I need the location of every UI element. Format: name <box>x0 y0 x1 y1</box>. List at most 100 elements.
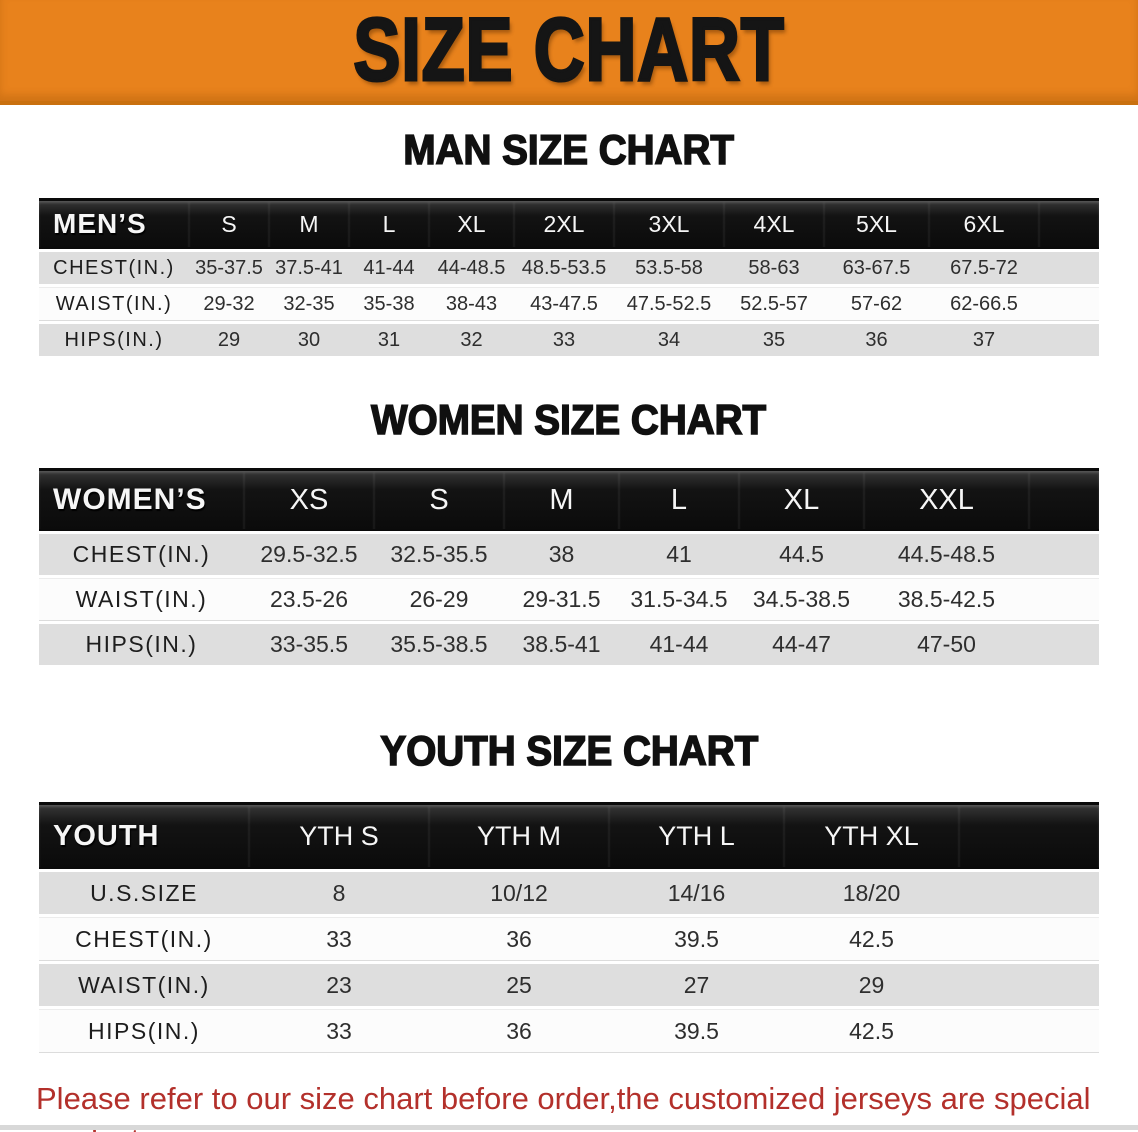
measure-row-label: U.S.SIZE <box>39 872 249 914</box>
page-title: SIZE CHART <box>352 0 785 101</box>
size-col-header: 5XL <box>824 198 929 249</box>
size-value-cell: 34 <box>614 324 724 356</box>
size-value-cell: 58-63 <box>724 252 824 284</box>
size-value-cell: 36 <box>824 324 929 356</box>
size-value-cell: 32.5-35.5 <box>374 534 504 575</box>
size-col-header: XXL <box>864 468 1029 531</box>
size-value-cell: 8 <box>249 872 429 914</box>
size-value-cell: 67.5-72 <box>929 252 1039 284</box>
size-col-header-filler <box>1039 198 1099 249</box>
size-value-cell: 53.5-58 <box>614 252 724 284</box>
size-value-cell: 52.5-57 <box>724 287 824 321</box>
size-value-cell: 33 <box>249 917 429 961</box>
size-value-cell: 37.5-41 <box>269 252 349 284</box>
size-value-cell: 48.5-53.5 <box>514 252 614 284</box>
size-value-cell: 33-35.5 <box>244 624 374 665</box>
size-value-cell: 35 <box>724 324 824 356</box>
size-value-cell: 35-37.5 <box>189 252 269 284</box>
womens-size-table: WOMEN’S XS S M L XL XXL CHEST(IN.) 29.5-… <box>39 465 1099 668</box>
size-value-cell: 29 <box>784 964 959 1006</box>
measure-row-label: HIPS(IN.) <box>39 624 244 665</box>
size-value-cell: 36 <box>429 1009 609 1053</box>
size-value-cell: 33 <box>514 324 614 356</box>
size-col-header: M <box>504 468 619 531</box>
womens-header-row: WOMEN’S XS S M L XL XXL <box>39 468 1099 531</box>
size-value-cell: 38.5-41 <box>504 624 619 665</box>
mens-table-title: MEN’S <box>39 198 189 249</box>
size-col-header: XL <box>429 198 514 249</box>
table-row: U.S.SIZE 8 10/12 14/16 18/20 <box>39 872 1099 914</box>
size-value-cell: 18/20 <box>784 872 959 914</box>
bottom-divider <box>0 1125 1138 1130</box>
table-row: HIPS(IN.) 29 30 31 32 33 34 35 36 37 <box>39 324 1099 356</box>
men-section-heading: MAN SIZE CHART <box>403 126 735 174</box>
size-col-header-filler <box>1029 468 1099 531</box>
size-value-cell: 30 <box>269 324 349 356</box>
size-col-header: XS <box>244 468 374 531</box>
table-row: WAIST(IN.) 23.5-26 26-29 29-31.5 31.5-34… <box>39 578 1099 621</box>
size-value-cell: 38.5-42.5 <box>864 578 1029 621</box>
size-col-header: XL <box>739 468 864 531</box>
size-col-header: YTH M <box>429 802 609 869</box>
size-value-cell: 44.5 <box>739 534 864 575</box>
measure-row-label: HIPS(IN.) <box>39 324 189 356</box>
size-value-cell: 41 <box>619 534 739 575</box>
size-value-cell: 27 <box>609 964 784 1006</box>
table-row: WAIST(IN.) 23 25 27 29 <box>39 964 1099 1006</box>
measure-row-label: WAIST(IN.) <box>39 287 189 321</box>
size-value-cell: 35.5-38.5 <box>374 624 504 665</box>
size-col-header-filler <box>959 802 1099 869</box>
youth-table-title: YOUTH <box>39 802 249 869</box>
disclaimer-text: Please refer to our size chart before or… <box>0 1078 1138 1132</box>
size-col-header: 2XL <box>514 198 614 249</box>
size-col-header: YTH L <box>609 802 784 869</box>
size-value-cell: 35-38 <box>349 287 429 321</box>
size-col-header: 3XL <box>614 198 724 249</box>
size-value-cell: 14/16 <box>609 872 784 914</box>
size-value-cell: 62-66.5 <box>929 287 1039 321</box>
measure-row-label: HIPS(IN.) <box>39 1009 249 1053</box>
size-value-cell: 39.5 <box>609 1009 784 1053</box>
mens-header-row: MEN’S S M L XL 2XL 3XL 4XL 5XL 6XL <box>39 198 1099 249</box>
size-value-cell: 29.5-32.5 <box>244 534 374 575</box>
youth-header-row: YOUTH YTH S YTH M YTH L YTH XL <box>39 802 1099 869</box>
size-value-cell: 32-35 <box>269 287 349 321</box>
size-value-cell: 33 <box>249 1009 429 1053</box>
size-value-cell: 23 <box>249 964 429 1006</box>
size-value-cell: 42.5 <box>784 1009 959 1053</box>
size-value-cell: 43-47.5 <box>514 287 614 321</box>
size-col-header: S <box>189 198 269 249</box>
size-value-cell: 36 <box>429 917 609 961</box>
size-value-cell: 63-67.5 <box>824 252 929 284</box>
size-value-cell: 44.5-48.5 <box>864 534 1029 575</box>
size-col-header: YTH XL <box>784 802 959 869</box>
mens-size-table: MEN’S S M L XL 2XL 3XL 4XL 5XL 6XL CHEST… <box>39 195 1099 359</box>
size-col-header: YTH S <box>249 802 429 869</box>
size-value-cell: 47.5-52.5 <box>614 287 724 321</box>
size-value-cell: 29 <box>189 324 269 356</box>
size-value-cell: 41-44 <box>349 252 429 284</box>
size-value-cell: 10/12 <box>429 872 609 914</box>
size-col-header: 6XL <box>929 198 1039 249</box>
table-row: WAIST(IN.) 29-32 32-35 35-38 38-43 43-47… <box>39 287 1099 321</box>
size-value-cell: 44-47 <box>739 624 864 665</box>
size-value-cell: 29-31.5 <box>504 578 619 621</box>
size-col-header: L <box>619 468 739 531</box>
size-col-header: L <box>349 198 429 249</box>
size-value-cell: 34.5-38.5 <box>739 578 864 621</box>
youth-size-table: YOUTH YTH S YTH M YTH L YTH XL U.S.SIZE … <box>39 799 1099 1056</box>
size-value-cell: 23.5-26 <box>244 578 374 621</box>
youth-section-heading: YOUTH SIZE CHART <box>379 727 758 775</box>
size-value-cell: 26-29 <box>374 578 504 621</box>
size-value-cell: 47-50 <box>864 624 1029 665</box>
size-value-cell: 44-48.5 <box>429 252 514 284</box>
size-value-cell: 39.5 <box>609 917 784 961</box>
measure-row-label: CHEST(IN.) <box>39 917 249 961</box>
size-col-header: 4XL <box>724 198 824 249</box>
table-row: CHEST(IN.) 35-37.5 37.5-41 41-44 44-48.5… <box>39 252 1099 284</box>
size-col-header: M <box>269 198 349 249</box>
measure-row-label: CHEST(IN.) <box>39 252 189 284</box>
size-value-cell: 32 <box>429 324 514 356</box>
womens-table-title: WOMEN’S <box>39 468 244 531</box>
